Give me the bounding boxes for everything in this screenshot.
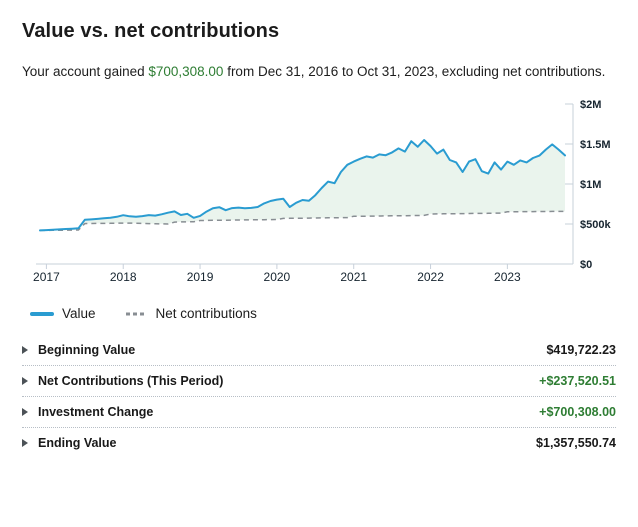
expand-caret-icon (22, 439, 28, 447)
svg-text:2022: 2022 (417, 270, 444, 284)
page-title: Value vs. net contributions (22, 20, 280, 42)
table-row[interactable]: Investment Change +$700,308.00 (22, 396, 616, 427)
summary-prefix: Your account gained (22, 64, 149, 79)
expand-caret-icon (22, 408, 28, 416)
table-row[interactable]: Ending Value $1,357,550.74 (22, 427, 616, 458)
table-row[interactable]: Net Contributions (This Period) +$237,52… (22, 365, 616, 396)
value-line-swatch-icon (30, 311, 54, 316)
legend-item-value: Value (30, 306, 96, 321)
svg-text:$2M: $2M (580, 99, 601, 111)
expand-caret-icon (22, 377, 28, 385)
expand-caret-icon (22, 346, 28, 354)
svg-text:2023: 2023 (494, 270, 521, 284)
svg-text:$0: $0 (580, 259, 592, 271)
svg-text:$1.5M: $1.5M (580, 139, 611, 151)
account-gain-summary: Your account gained $700,308.00 from Dec… (22, 60, 616, 83)
net-contributions-line-swatch-icon (125, 312, 146, 315)
svg-text:2020: 2020 (264, 270, 291, 284)
value-vs-net-contributions-chart[interactable]: $0 $500k $1M $1.5M $2M 2017 2018 2019 2020 2021 20… (0, 89, 638, 284)
row-value: $419,722.23 (546, 343, 616, 357)
summary-suffix: from Dec 31, 2016 to Oct 31, 2023, exclu… (223, 64, 606, 79)
svg-text:2021: 2021 (340, 270, 367, 284)
row-label: Investment Change (38, 405, 154, 419)
summary-table: Beginning Value $419,722.23 Net Contribu… (22, 335, 616, 458)
row-value: $1,357,550.74 (536, 436, 616, 450)
table-row[interactable]: Beginning Value $419,722.23 (22, 335, 616, 365)
row-label: Beginning Value (38, 343, 136, 357)
row-label: Ending Value (38, 436, 117, 450)
svg-text:2017: 2017 (33, 270, 60, 284)
row-label: Net Contributions (This Period) (38, 374, 224, 388)
gain-amount: $700,308.00 (148, 64, 224, 79)
chart-legend: Value Net contributions (30, 306, 638, 321)
svg-text:2018: 2018 (110, 270, 137, 284)
row-value: +$237,520.51 (539, 374, 616, 388)
svg-text:$500k: $500k (580, 219, 611, 231)
svg-text:2019: 2019 (187, 270, 214, 284)
legend-item-net-contributions: Net contributions (124, 306, 257, 321)
row-value: +$700,308.00 (539, 405, 616, 419)
chart-container: $0 $500k $1M $1.5M $2M 2017 2018 2019 2020 2021 20… (0, 89, 638, 284)
svg-text:$1M: $1M (580, 179, 601, 191)
